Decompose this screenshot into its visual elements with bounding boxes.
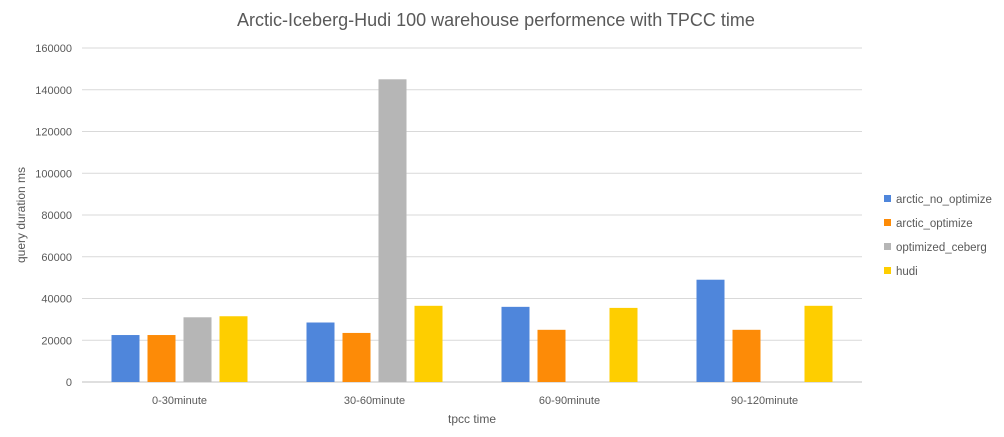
bar-optimized_ceberg-30-60minute (378, 79, 407, 382)
x-tick-label: 30-60minute (344, 395, 405, 407)
y-tick-label: 0 (66, 377, 72, 389)
legend: arctic_no_optimize arctic_optimizeoptimiz… (884, 194, 992, 278)
bar-arctic_optimize-0-30minute (147, 335, 176, 382)
x-tick-label: 90-120minute (731, 395, 798, 407)
y-axis-ticks: 0 20000 40000 60000 80000 100000 120000 140000 1… (35, 43, 72, 389)
legend-swatch-optimized_ceberg (884, 243, 891, 250)
bar-hudi-90-120minute (804, 305, 833, 382)
legend-label-hudi: hudi (896, 266, 918, 278)
y-tick-label: 20000 (41, 335, 72, 347)
bar-arctic_no_optimize-90-120minute (696, 279, 725, 382)
bar-hudi-0-30minute (219, 316, 248, 382)
y-tick-label: 140000 (35, 85, 72, 97)
bar-arctic_no_optimize-60-90minute (501, 306, 530, 382)
x-axis-label: tpcc time (448, 412, 496, 426)
bar-arctic_optimize-30-60minute (342, 332, 371, 382)
bar-arctic_no_optimize-30-60minute (306, 322, 335, 382)
bar-hudi-60-90minute (609, 307, 638, 382)
x-axis-ticks: 0-30minute 30-60minute 60-90minute 90-120mi… (152, 395, 798, 407)
y-axis-label: query duration ms (14, 167, 28, 263)
legend-label-optimized_ceberg: optimized_ceberg (896, 242, 987, 254)
gridlines (82, 47, 862, 383)
y-tick-label: 120000 (35, 127, 72, 139)
y-tick-label: 100000 (35, 168, 72, 180)
bar-optimized_ceberg-0-30minute (183, 317, 212, 382)
y-tick-label: 160000 (35, 43, 72, 55)
bar-hudi-30-60minute (414, 305, 443, 382)
y-tick-label: 80000 (41, 210, 72, 222)
legend-label-arctic_no_optimize: arctic_no_optimize (896, 194, 992, 206)
legend-label-arctic_optimize: arctic_optimize (896, 218, 973, 230)
chart-title: Arctic-Iceberg-Hudi 100 warehouse perfor… (237, 10, 755, 30)
bar-arctic_optimize-60-90minute (537, 329, 566, 382)
x-tick-label: 60-90minute (539, 395, 600, 407)
x-tick-label: 0-30minute (152, 395, 207, 407)
legend-swatch-arctic_optimize (884, 219, 891, 226)
bar-arctic_optimize-90-120minute (732, 329, 761, 382)
y-tick-label: 60000 (41, 252, 72, 264)
legend-swatch-arctic_no_optimize (884, 195, 891, 202)
bars (111, 79, 833, 382)
bar-arctic_no_optimize-0-30minute (111, 335, 140, 382)
legend-swatch-hudi (884, 267, 891, 274)
y-tick-label: 40000 (41, 294, 72, 306)
